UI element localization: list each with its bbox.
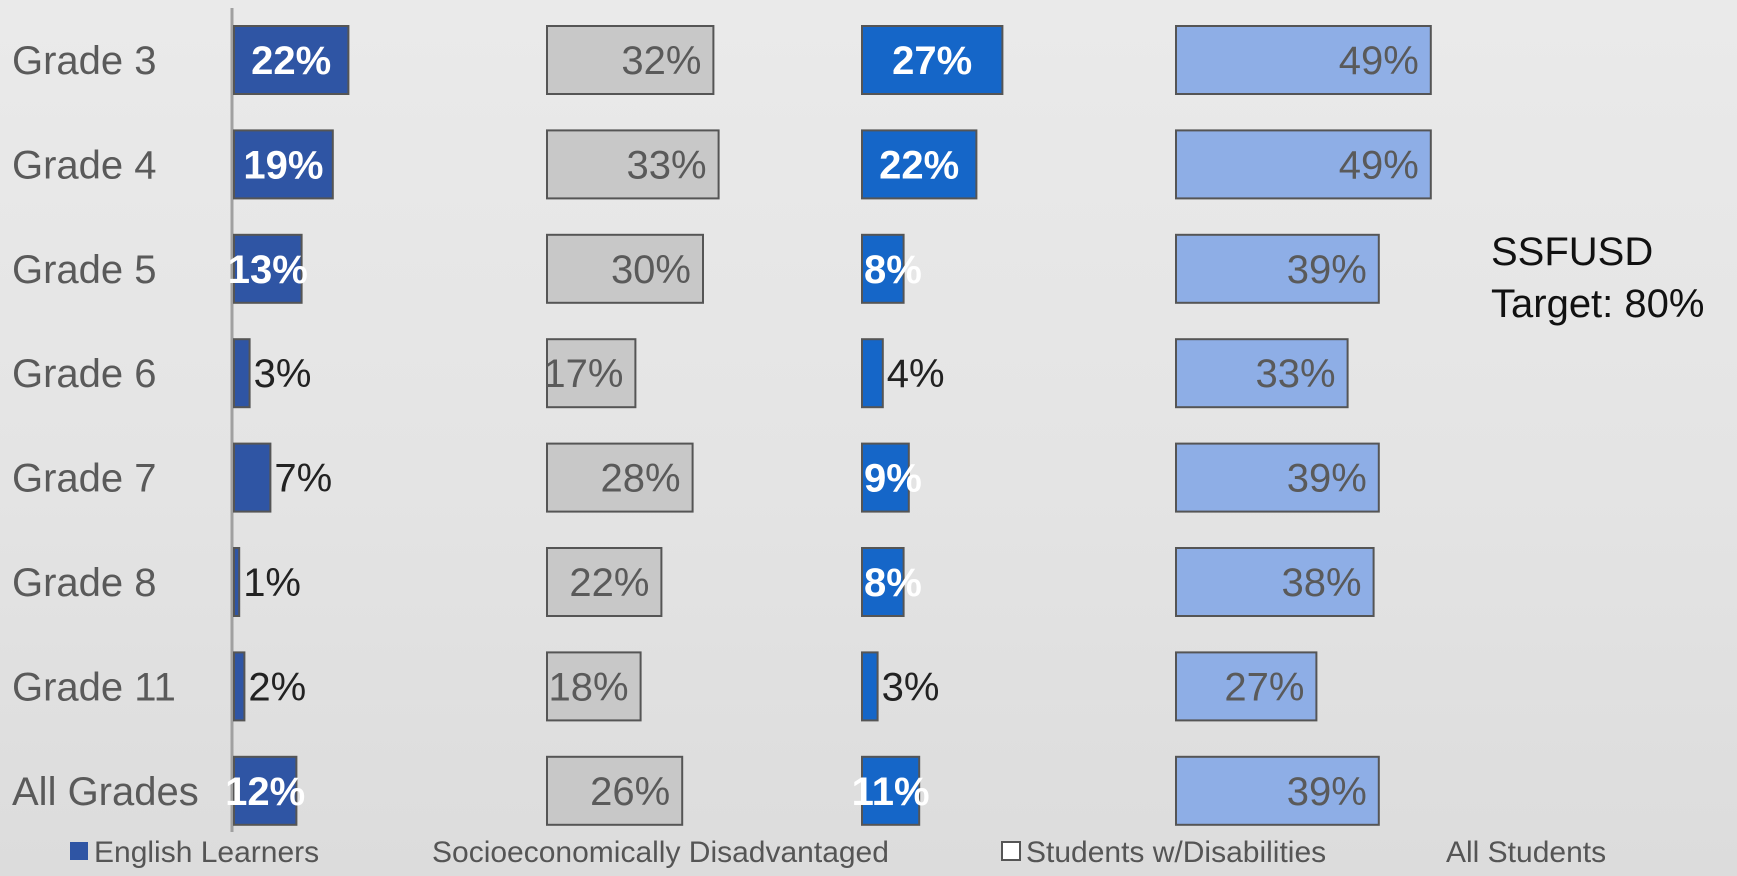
legend-swatch [70,842,88,860]
data-label: 27% [892,39,972,83]
data-label: 39% [1287,248,1367,292]
target-annotation: SSFUSD Target: 80% [1491,226,1704,330]
legend: English Learners Socioeconomically Disadv… [70,836,1606,869]
category-label: Grade 11 [12,665,176,709]
data-label: 2% [248,665,306,709]
annotation-line1: SSFUSD [1491,230,1654,274]
data-label: 22% [879,143,959,187]
bar-2 [861,442,910,513]
category-label: Grade 6 [12,352,157,396]
data-label: 8% [864,248,922,292]
bar-1 [546,233,704,304]
data-label: 27% [1224,665,1304,709]
data-label: 19% [243,143,323,187]
bar-3 [1175,338,1349,409]
bar-1 [546,129,720,200]
bar-marks [233,25,1432,826]
bar-0 [233,338,251,409]
bar-2 [861,233,905,304]
bar-0 [233,442,272,513]
bar-2 [861,25,1004,95]
data-label: 49% [1339,39,1419,83]
bar-2 [861,338,884,409]
bar-0 [233,755,298,826]
bar-0 [233,651,246,722]
legend-label: English Learners [94,836,319,869]
bar-1 [546,547,663,617]
bar-0 [233,129,334,200]
data-label: 9% [864,457,922,501]
data-label: 28% [601,457,681,501]
data-label: 3% [882,665,940,709]
data-label: 12% [225,770,305,814]
data-label: 13% [228,248,308,292]
data-label: 3% [254,352,312,396]
bar-2 [861,651,879,722]
data-label: 38% [1282,561,1362,605]
bar-0 [233,233,303,304]
legend-label: All Students [1446,836,1606,869]
data-label: 39% [1287,770,1367,814]
data-label: 49% [1339,143,1419,187]
category-label: Grade 7 [12,457,157,501]
data-label: 22% [569,561,649,605]
bar-2 [861,547,905,617]
bar-1 [546,25,715,95]
data-label: 7% [274,457,332,501]
category-label: Grade 5 [12,248,157,292]
data-label: 32% [621,39,701,83]
data-label: 33% [627,143,707,187]
legend-label: Socioeconomically Disadvantaged [432,836,889,869]
data-label: 26% [590,770,670,814]
category-label: All Grades [12,770,199,814]
annotation-line2: Target: 80% [1491,282,1705,326]
data-label: 30% [611,248,691,292]
category-label: Grade 4 [12,143,157,187]
bar-0 [233,547,241,617]
bar-2 [861,129,978,200]
bar-1 [546,442,694,513]
data-label: 8% [864,561,922,605]
legend-swatch [1001,841,1021,861]
legend-label: Students w/Disabilities [1026,836,1326,869]
bar-3 [1175,233,1380,304]
bar-2 [861,755,921,826]
value-labels: 22% 32% 27% 49% 19% 33% 22% 49% 13% 30% 8% 39% 3% 17%… [225,39,1419,814]
category-label: Grade 8 [12,561,157,605]
data-label: 22% [251,39,331,83]
data-label: 4% [887,352,945,396]
bar-3 [1175,25,1432,95]
data-label: 18% [549,665,629,709]
bar-0 [233,25,350,95]
bar-1 [546,755,684,826]
bar-3 [1175,129,1432,200]
category-label: Grade 3 [12,39,157,83]
bar-1 [546,338,637,409]
category-labels: Grade 3 Grade 4 Grade 5 Grade 6 Grade 7 Grade… [12,39,199,814]
data-label: 39% [1287,457,1367,501]
data-label: 1% [243,561,301,605]
bar-3 [1175,547,1375,617]
data-label: 33% [1256,352,1336,396]
bar-3 [1175,755,1380,826]
data-label: 17% [543,352,623,396]
bar-1 [546,651,642,722]
bar-3 [1175,651,1318,722]
bar-3 [1175,442,1380,513]
data-label: 11% [852,770,930,814]
